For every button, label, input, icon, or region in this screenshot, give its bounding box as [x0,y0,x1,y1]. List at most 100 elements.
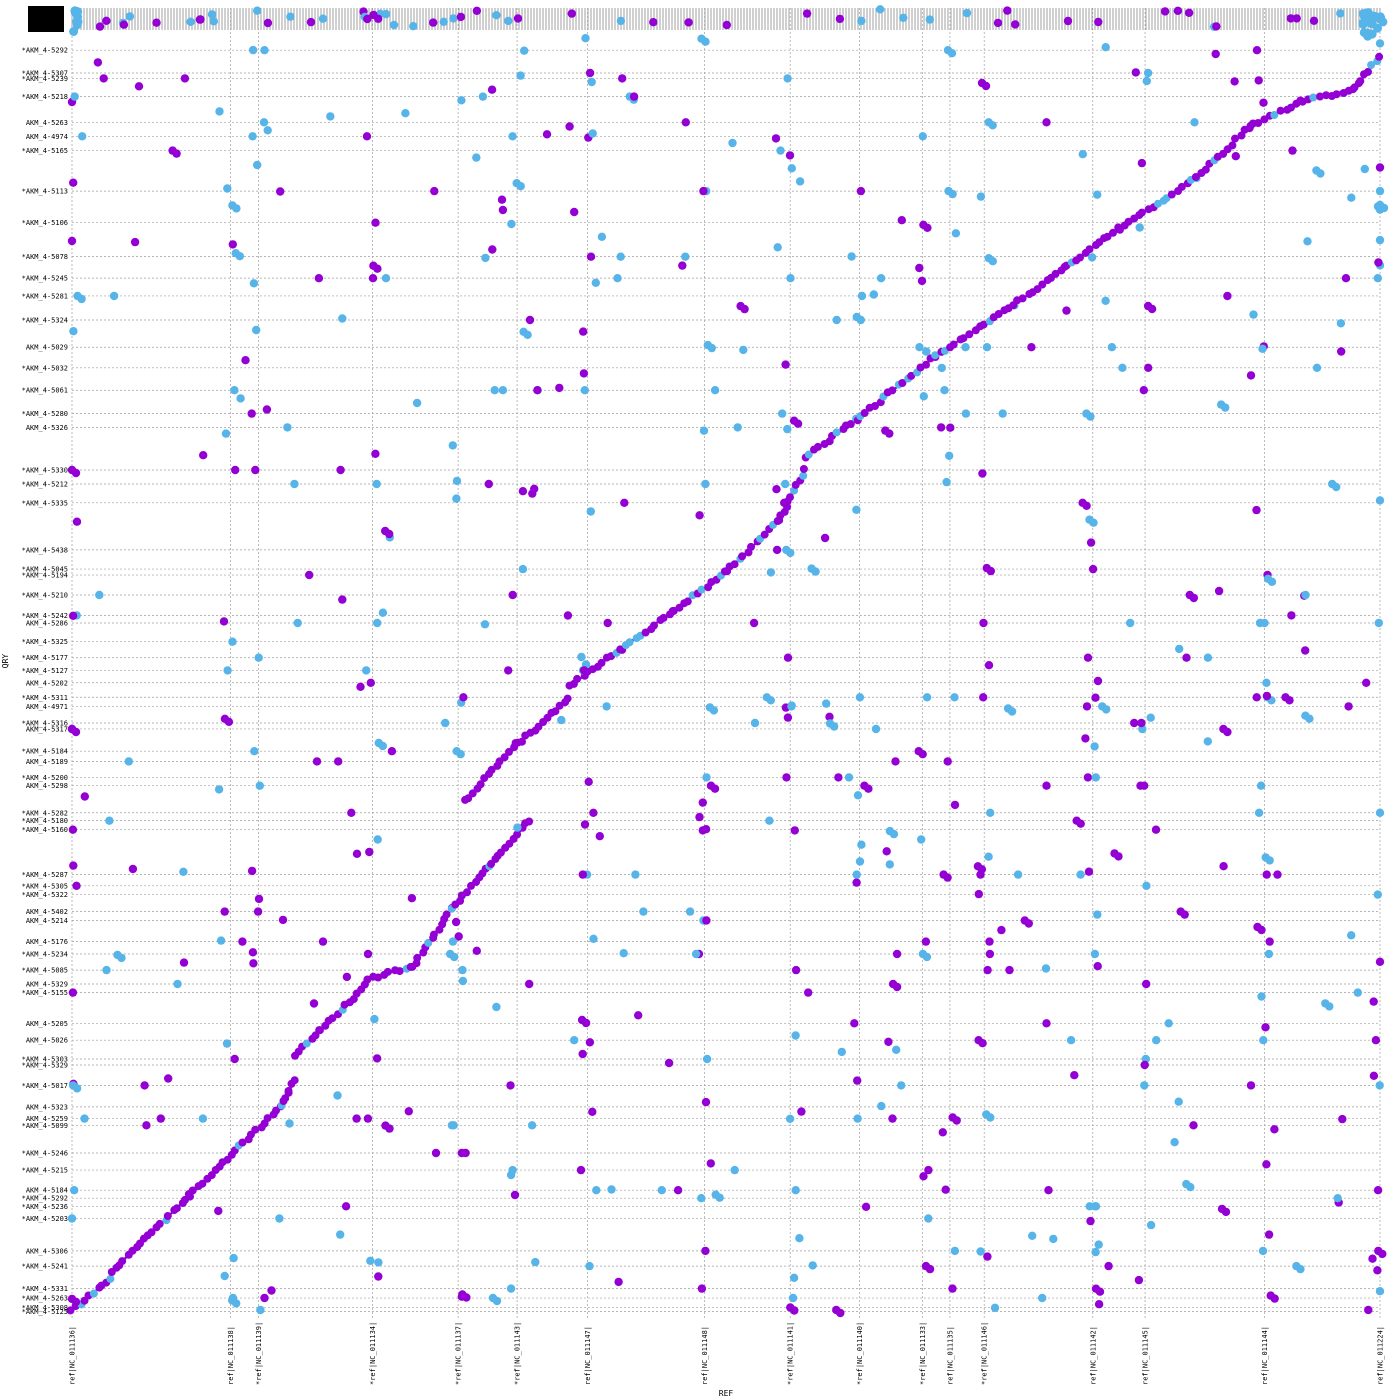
alignment-point [431,1148,441,1158]
alignment-point [614,1277,623,1287]
alignment-point [378,741,387,751]
y-tick-label: AKM_4-5402 [26,908,68,916]
alignment-point [254,653,263,662]
alignment-point [1094,1240,1103,1249]
alignment-point [919,392,928,401]
alignment-point [976,870,985,879]
alignment-point [117,953,126,963]
alignment-point [1137,158,1147,168]
y-tick-label: AKM_4-5026 [26,1037,68,1045]
alignment-point [788,1293,798,1303]
alignment-point [766,696,775,705]
alignment-point [1267,577,1277,586]
y-tick-label: AKM_4-5323 [26,1103,68,1111]
alignment-point [1142,76,1152,86]
alignment-point [1076,819,1085,828]
alignment-point [251,465,260,475]
alignment-point [407,894,417,903]
alignment-point [448,937,458,946]
alignment-point [771,134,781,143]
alignment-point [214,1206,223,1216]
alignment-point [787,164,796,173]
alignment-point [857,291,867,301]
alignment-point [892,1045,901,1055]
alignment-point [804,450,813,459]
alignment-point [328,1014,337,1023]
alignment-point [857,16,866,26]
alignment-point [1265,937,1274,946]
alignment-point [684,18,693,27]
alignment-point [1027,343,1036,352]
alignment-point [790,826,799,835]
alignment-point [1375,1081,1384,1090]
alignment-point [804,988,813,997]
alignment-point [1063,16,1073,26]
y-tick-label: *AKM_4-5203 [22,1215,68,1223]
alignment-point [68,825,78,834]
alignment-point [1264,1230,1274,1239]
alignment-point [78,132,87,141]
alignment-point [1373,1266,1382,1275]
alignment-point [1254,119,1263,127]
alignment-point [302,1039,311,1048]
alignment-point [412,398,422,408]
alignment-point [381,274,391,283]
alignment-point [1003,6,1012,15]
alignment-point [885,429,894,438]
alignment-point [1060,262,1069,271]
alignment-point [229,1253,238,1263]
alignment-point [1212,22,1221,31]
alignment-point [352,1114,361,1123]
y-tick-label: *AKM_4-5165 [22,147,68,155]
alignment-point [1374,258,1383,267]
alignment-point [490,386,499,395]
alignment-point [740,304,749,314]
alignment-point [1038,1293,1047,1303]
alignment-point [876,274,886,283]
alignment-point [1013,870,1023,879]
alignment-point [430,186,439,196]
alignment-point [318,937,328,946]
y-tick-label: *AKM_4-5311 [22,694,68,702]
alignment-point [371,218,380,227]
alignment-point [585,1038,595,1047]
alignment-point [518,564,528,574]
alignment-point [1028,1231,1037,1241]
alignment-point [513,823,522,832]
alignment-point [147,1228,156,1237]
alignment-point [629,92,639,101]
alignment-point [326,112,335,121]
alignment-point [1368,1254,1377,1263]
alignment-point [199,451,208,460]
alignment-point [919,1172,928,1181]
alignment-point [373,264,382,273]
alignment-point [506,1284,516,1293]
alignment-point [853,1114,862,1123]
alignment-point [179,867,188,876]
alignment-point [1373,1186,1383,1195]
alignment-point [936,423,946,432]
x-tick-label: *ref|NC_011133| [919,1322,927,1385]
alignment-point [207,10,217,19]
alignment-point [381,9,391,19]
alignment-point [634,1011,643,1020]
alignment-point [681,118,690,127]
alignment-point [1062,306,1071,315]
alignment-point [1287,611,1296,620]
alignment-point [799,471,808,480]
alignment-point [374,1272,383,1281]
alignment-point [1332,90,1341,99]
alignment-point [338,314,347,323]
alignment-point [484,479,493,489]
alignment-point [1131,68,1141,77]
alignment-point [943,873,952,882]
alignment-point [1231,152,1241,161]
alignment-point [697,1284,707,1293]
alignment-point [578,1049,587,1059]
alignment-point [248,132,257,141]
alignment-point [439,17,448,26]
alignment-point [67,236,77,246]
alignment-point [710,386,720,395]
alignment-point [948,1284,957,1293]
y-tick-label: *AKM_4-5061 [22,387,68,395]
